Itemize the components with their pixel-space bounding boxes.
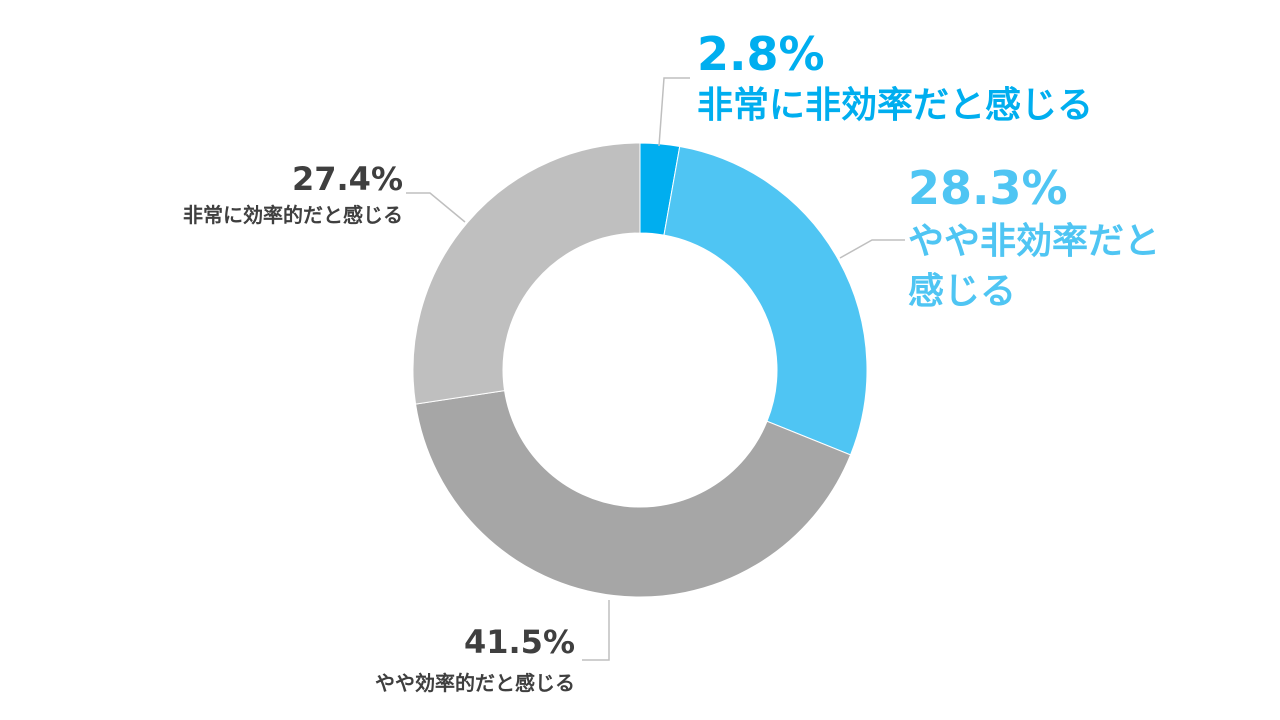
leader-line-s3 — [406, 192, 466, 223]
donut-slices — [412, 142, 868, 598]
slice-label-name-s1-line1: やや非効率だと — [908, 221, 1160, 262]
slice-label-name-s1-line2: 感じる — [908, 271, 1016, 312]
donut-slice-2 — [415, 390, 852, 598]
slice-label-pct-s2: 41.5% — [464, 623, 575, 661]
leader-line-s2 — [582, 600, 610, 661]
slice-label-pct-s0: 2.8% — [697, 27, 825, 81]
slice-label-name-s3: 非常に効率的だと感じる — [183, 203, 403, 227]
donut-slice-3 — [412, 142, 641, 405]
leader-lines — [406, 77, 905, 661]
leader-line-s0 — [658, 77, 690, 147]
leader-line-s1 — [839, 239, 905, 259]
slice-label-pct-s1: 28.3% — [908, 161, 1068, 215]
slice-label-name-s0: 非常に非効率だと感じる — [697, 85, 1093, 126]
slice-label-pct-s3: 27.4% — [292, 160, 403, 198]
slice-label-name-s2: やや効率的だと感じる — [375, 671, 575, 695]
donut-slice-1 — [663, 145, 868, 456]
